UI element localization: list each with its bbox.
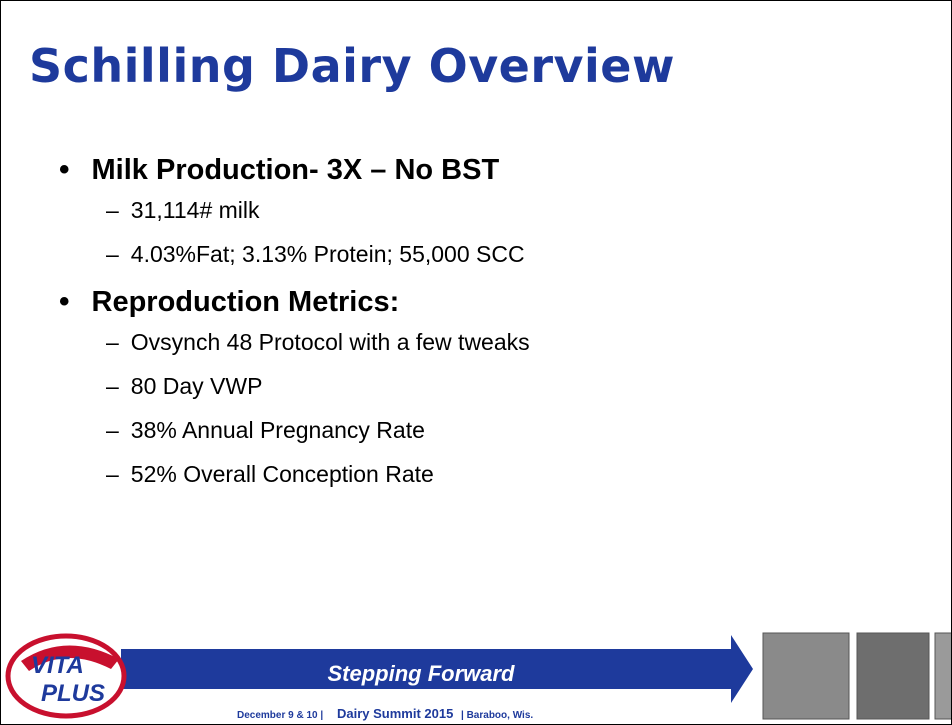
logo-text: PLUS bbox=[41, 680, 105, 707]
footer: VITA PLUS Stepping Forward December 9 & … bbox=[1, 621, 952, 725]
slide: Schilling Dairy Overview Milk Production… bbox=[0, 0, 952, 725]
photo bbox=[857, 633, 929, 719]
logo-text: VITA bbox=[31, 652, 84, 679]
sub-bullet: 31,114# milk bbox=[106, 197, 530, 224]
slogan: Stepping Forward bbox=[328, 661, 516, 686]
bullet: Reproduction Metrics: bbox=[59, 285, 530, 319]
footer-place: | Baraboo, Wis. bbox=[461, 710, 533, 721]
footer-dates: December 9 & 10 | bbox=[237, 710, 323, 721]
sub-bullet: 38% Annual Pregnancy Rate bbox=[106, 417, 530, 444]
bullet-group: Milk Production- 3X – No BST 31,114# milk… bbox=[59, 153, 530, 268]
sub-bullet: Ovsynch 48 Protocol with a few tweaks bbox=[106, 329, 530, 356]
bullet-list: Milk Production- 3X – No BST 31,114# milk… bbox=[59, 153, 530, 505]
photo bbox=[935, 633, 952, 719]
footer-event: Dairy Summit 2015 bbox=[337, 706, 453, 721]
sub-bullet: 4.03%Fat; 3.13% Protein; 55,000 SCC bbox=[106, 241, 530, 268]
bullet-group: Reproduction Metrics: Ovsynch 48 Protocol… bbox=[59, 285, 530, 488]
bullet: Milk Production- 3X – No BST bbox=[59, 153, 530, 187]
slide-title: Schilling Dairy Overview bbox=[29, 39, 675, 93]
photo bbox=[763, 633, 849, 719]
sub-bullet: 52% Overall Conception Rate bbox=[106, 461, 530, 488]
sub-bullet: 80 Day VWP bbox=[106, 373, 530, 400]
